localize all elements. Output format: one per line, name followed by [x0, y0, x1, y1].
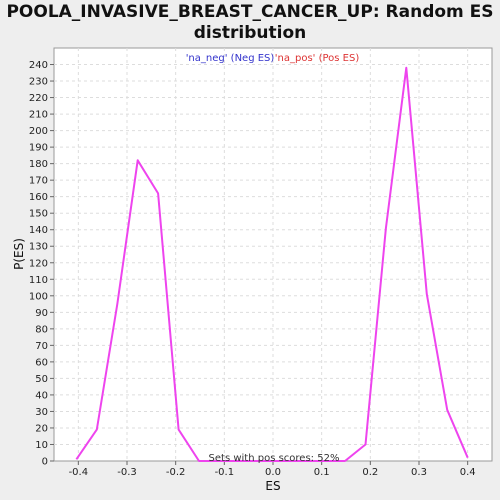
y-tick-label: 200 — [29, 126, 48, 137]
chart-title-line-1: POOLA_INVASIVE_BREAST_CANCER_UP: Random … — [6, 2, 494, 22]
x-tick-label: -0.1 — [215, 467, 235, 478]
x-tick-label: 0.0 — [265, 467, 281, 478]
y-tick-label: 20 — [35, 423, 48, 434]
y-tick-label: 60 — [35, 357, 48, 368]
y-axis-title: P(ES) — [12, 238, 26, 270]
x-axis-title: ES — [265, 479, 280, 493]
y-tick-label: 160 — [29, 192, 48, 203]
x-tick-label: 0.4 — [460, 467, 476, 478]
y-tick-label: 30 — [35, 407, 48, 418]
x-tick-label: 0.3 — [411, 467, 427, 478]
x-axis-ticks: -0.4 -0.3 -0.2 -0.1 0.0 0.1 0.2 0.3 0.4 — [69, 461, 476, 478]
chart-title-line-2: distribution — [193, 23, 307, 43]
y-tick-label: 70 — [35, 341, 48, 352]
y-tick-label: 120 — [29, 258, 48, 269]
x-tick-label: -0.4 — [69, 467, 89, 478]
y-tick-label: 240 — [29, 60, 48, 71]
x-tick-label: 0.2 — [362, 467, 378, 478]
y-tick-label: 180 — [29, 159, 48, 170]
y-tick-label: 170 — [29, 176, 48, 187]
y-tick-label: 110 — [29, 275, 48, 286]
y-tick-label: 10 — [35, 440, 48, 451]
y-tick-label: 100 — [29, 291, 48, 302]
x-tick-label: 0.1 — [314, 467, 330, 478]
legend-pos-label: 'na_pos' (Pos ES) — [275, 53, 360, 64]
y-tick-label: 90 — [35, 308, 48, 319]
x-tick-label: -0.3 — [117, 467, 137, 478]
y-axis-ticks: 0 10 20 30 40 50 60 70 80 90 100 110 120 130 140 150 160… — [29, 60, 54, 468]
y-tick-label: 0 — [42, 457, 48, 468]
y-tick-label: 140 — [29, 225, 48, 236]
y-tick-label: 50 — [35, 374, 48, 385]
y-tick-label: 80 — [35, 324, 48, 335]
y-tick-label: 230 — [29, 77, 48, 88]
series-group — [75, 66, 469, 462]
y-tick-label: 220 — [29, 93, 48, 104]
x-tick-label: -0.2 — [166, 467, 186, 478]
y-tick-label: 150 — [29, 209, 48, 220]
y-tick-label: 40 — [35, 390, 48, 401]
chart-title: POOLA_INVASIVE_BREAST_CANCER_UP: Random … — [0, 2, 500, 44]
annotation-pos-scores: Sets with pos scores: 52% — [209, 453, 340, 464]
series-line — [75, 66, 469, 462]
y-tick-label: 130 — [29, 242, 48, 253]
grid-lines — [54, 48, 492, 461]
y-tick-label: 190 — [29, 143, 48, 154]
legend-neg-label: 'na_neg' (Neg ES) — [186, 53, 275, 64]
y-tick-label: 210 — [29, 110, 48, 121]
